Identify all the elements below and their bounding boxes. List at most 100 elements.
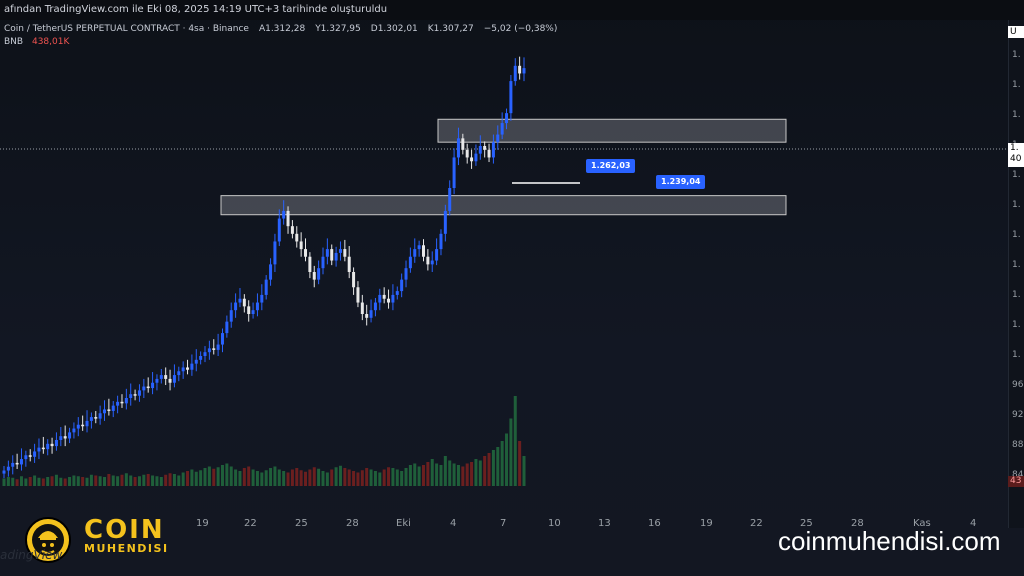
candle[interactable] [15, 453, 19, 470]
candle[interactable] [186, 359, 190, 375]
candle[interactable] [6, 460, 10, 477]
candle[interactable] [247, 300, 251, 322]
price-scale[interactable] [1008, 20, 1024, 528]
candle[interactable] [24, 450, 28, 467]
candle[interactable] [404, 260, 408, 288]
candle[interactable] [238, 288, 242, 308]
candle[interactable] [2, 465, 6, 479]
candle[interactable] [273, 233, 277, 272]
price-callout[interactable]: 1.239,04 [656, 175, 706, 189]
candle[interactable] [483, 141, 487, 158]
symbol-legend[interactable]: Coin / TetherUS PERPETUAL CONTRACT · 4sa… [4, 24, 557, 34]
candle[interactable] [234, 293, 238, 318]
candle[interactable] [365, 304, 369, 326]
candle[interactable] [400, 273, 404, 298]
candle[interactable] [133, 389, 137, 401]
zone-box[interactable] [220, 195, 787, 216]
volume-legend[interactable]: BNB 438,01K [4, 37, 69, 47]
candle[interactable] [72, 422, 76, 439]
candle[interactable] [461, 133, 465, 155]
candle[interactable] [107, 398, 111, 416]
candle[interactable] [443, 204, 447, 242]
candle[interactable] [207, 340, 211, 360]
candle[interactable] [177, 366, 181, 382]
candle[interactable] [54, 432, 58, 451]
candle[interactable] [37, 438, 41, 460]
candle[interactable] [46, 439, 50, 456]
candle[interactable] [220, 328, 224, 353]
candle[interactable] [295, 226, 299, 248]
candle[interactable] [430, 251, 434, 272]
candle[interactable] [491, 134, 495, 164]
candle[interactable] [343, 239, 347, 262]
candle[interactable] [356, 281, 360, 308]
candle[interactable] [439, 229, 443, 256]
candle[interactable] [465, 143, 469, 164]
candle[interactable] [146, 377, 150, 393]
candle[interactable] [129, 383, 133, 406]
candle[interactable] [19, 448, 23, 471]
candle[interactable] [413, 238, 417, 263]
candle[interactable] [120, 394, 124, 408]
candle[interactable] [448, 180, 452, 216]
candle[interactable] [435, 238, 439, 266]
candle[interactable] [159, 368, 163, 384]
candle[interactable] [168, 369, 172, 391]
candle[interactable] [225, 315, 229, 338]
candle[interactable] [308, 252, 312, 279]
candle[interactable] [290, 220, 294, 239]
candle[interactable] [382, 287, 386, 304]
candle[interactable] [360, 294, 364, 321]
candle[interactable] [330, 244, 334, 266]
candle[interactable] [299, 232, 303, 257]
candle[interactable] [408, 247, 412, 273]
candle[interactable] [474, 144, 478, 166]
candle[interactable] [369, 299, 373, 323]
candle[interactable] [76, 417, 80, 437]
candle[interactable] [417, 240, 421, 257]
candle[interactable] [452, 148, 456, 195]
candle[interactable] [478, 135, 482, 160]
site-url[interactable]: coinmuhendisi.com [778, 526, 1001, 556]
candle[interactable] [395, 286, 399, 300]
candle[interactable] [151, 372, 155, 395]
candle[interactable] [426, 249, 430, 271]
price-callout[interactable]: 1.262,03 [586, 159, 636, 173]
candle[interactable] [522, 57, 526, 82]
candle[interactable] [378, 288, 382, 311]
candle[interactable] [352, 267, 356, 295]
candle[interactable] [68, 427, 72, 444]
candle[interactable] [28, 449, 32, 462]
candle[interactable] [269, 258, 273, 286]
candle[interactable] [33, 443, 37, 463]
candle[interactable] [373, 297, 377, 317]
candle[interactable] [260, 284, 264, 311]
candle[interactable] [518, 56, 522, 80]
candle[interactable] [63, 425, 67, 447]
candle[interactable] [124, 388, 128, 410]
candle[interactable] [255, 293, 259, 317]
candle[interactable] [325, 238, 329, 265]
candle[interactable] [199, 351, 203, 365]
candle[interactable] [85, 410, 89, 433]
candle[interactable] [513, 58, 517, 86]
candle[interactable] [317, 260, 321, 285]
candle[interactable] [509, 74, 513, 121]
price-chart[interactable] [0, 20, 1008, 520]
candle[interactable] [251, 302, 255, 319]
candle[interactable] [277, 209, 281, 247]
candle[interactable] [387, 289, 391, 309]
candle[interactable] [242, 294, 246, 313]
candle[interactable] [98, 405, 102, 425]
candle[interactable] [41, 436, 45, 454]
candle[interactable] [216, 333, 220, 356]
candle[interactable] [229, 302, 233, 328]
currency-badge[interactable]: U [1008, 26, 1024, 38]
candle[interactable] [190, 354, 194, 376]
candle[interactable] [347, 246, 351, 279]
candle[interactable] [155, 374, 159, 391]
candle[interactable] [94, 410, 98, 424]
candle[interactable] [50, 437, 54, 454]
candle[interactable] [312, 265, 316, 288]
candle[interactable] [203, 346, 207, 363]
